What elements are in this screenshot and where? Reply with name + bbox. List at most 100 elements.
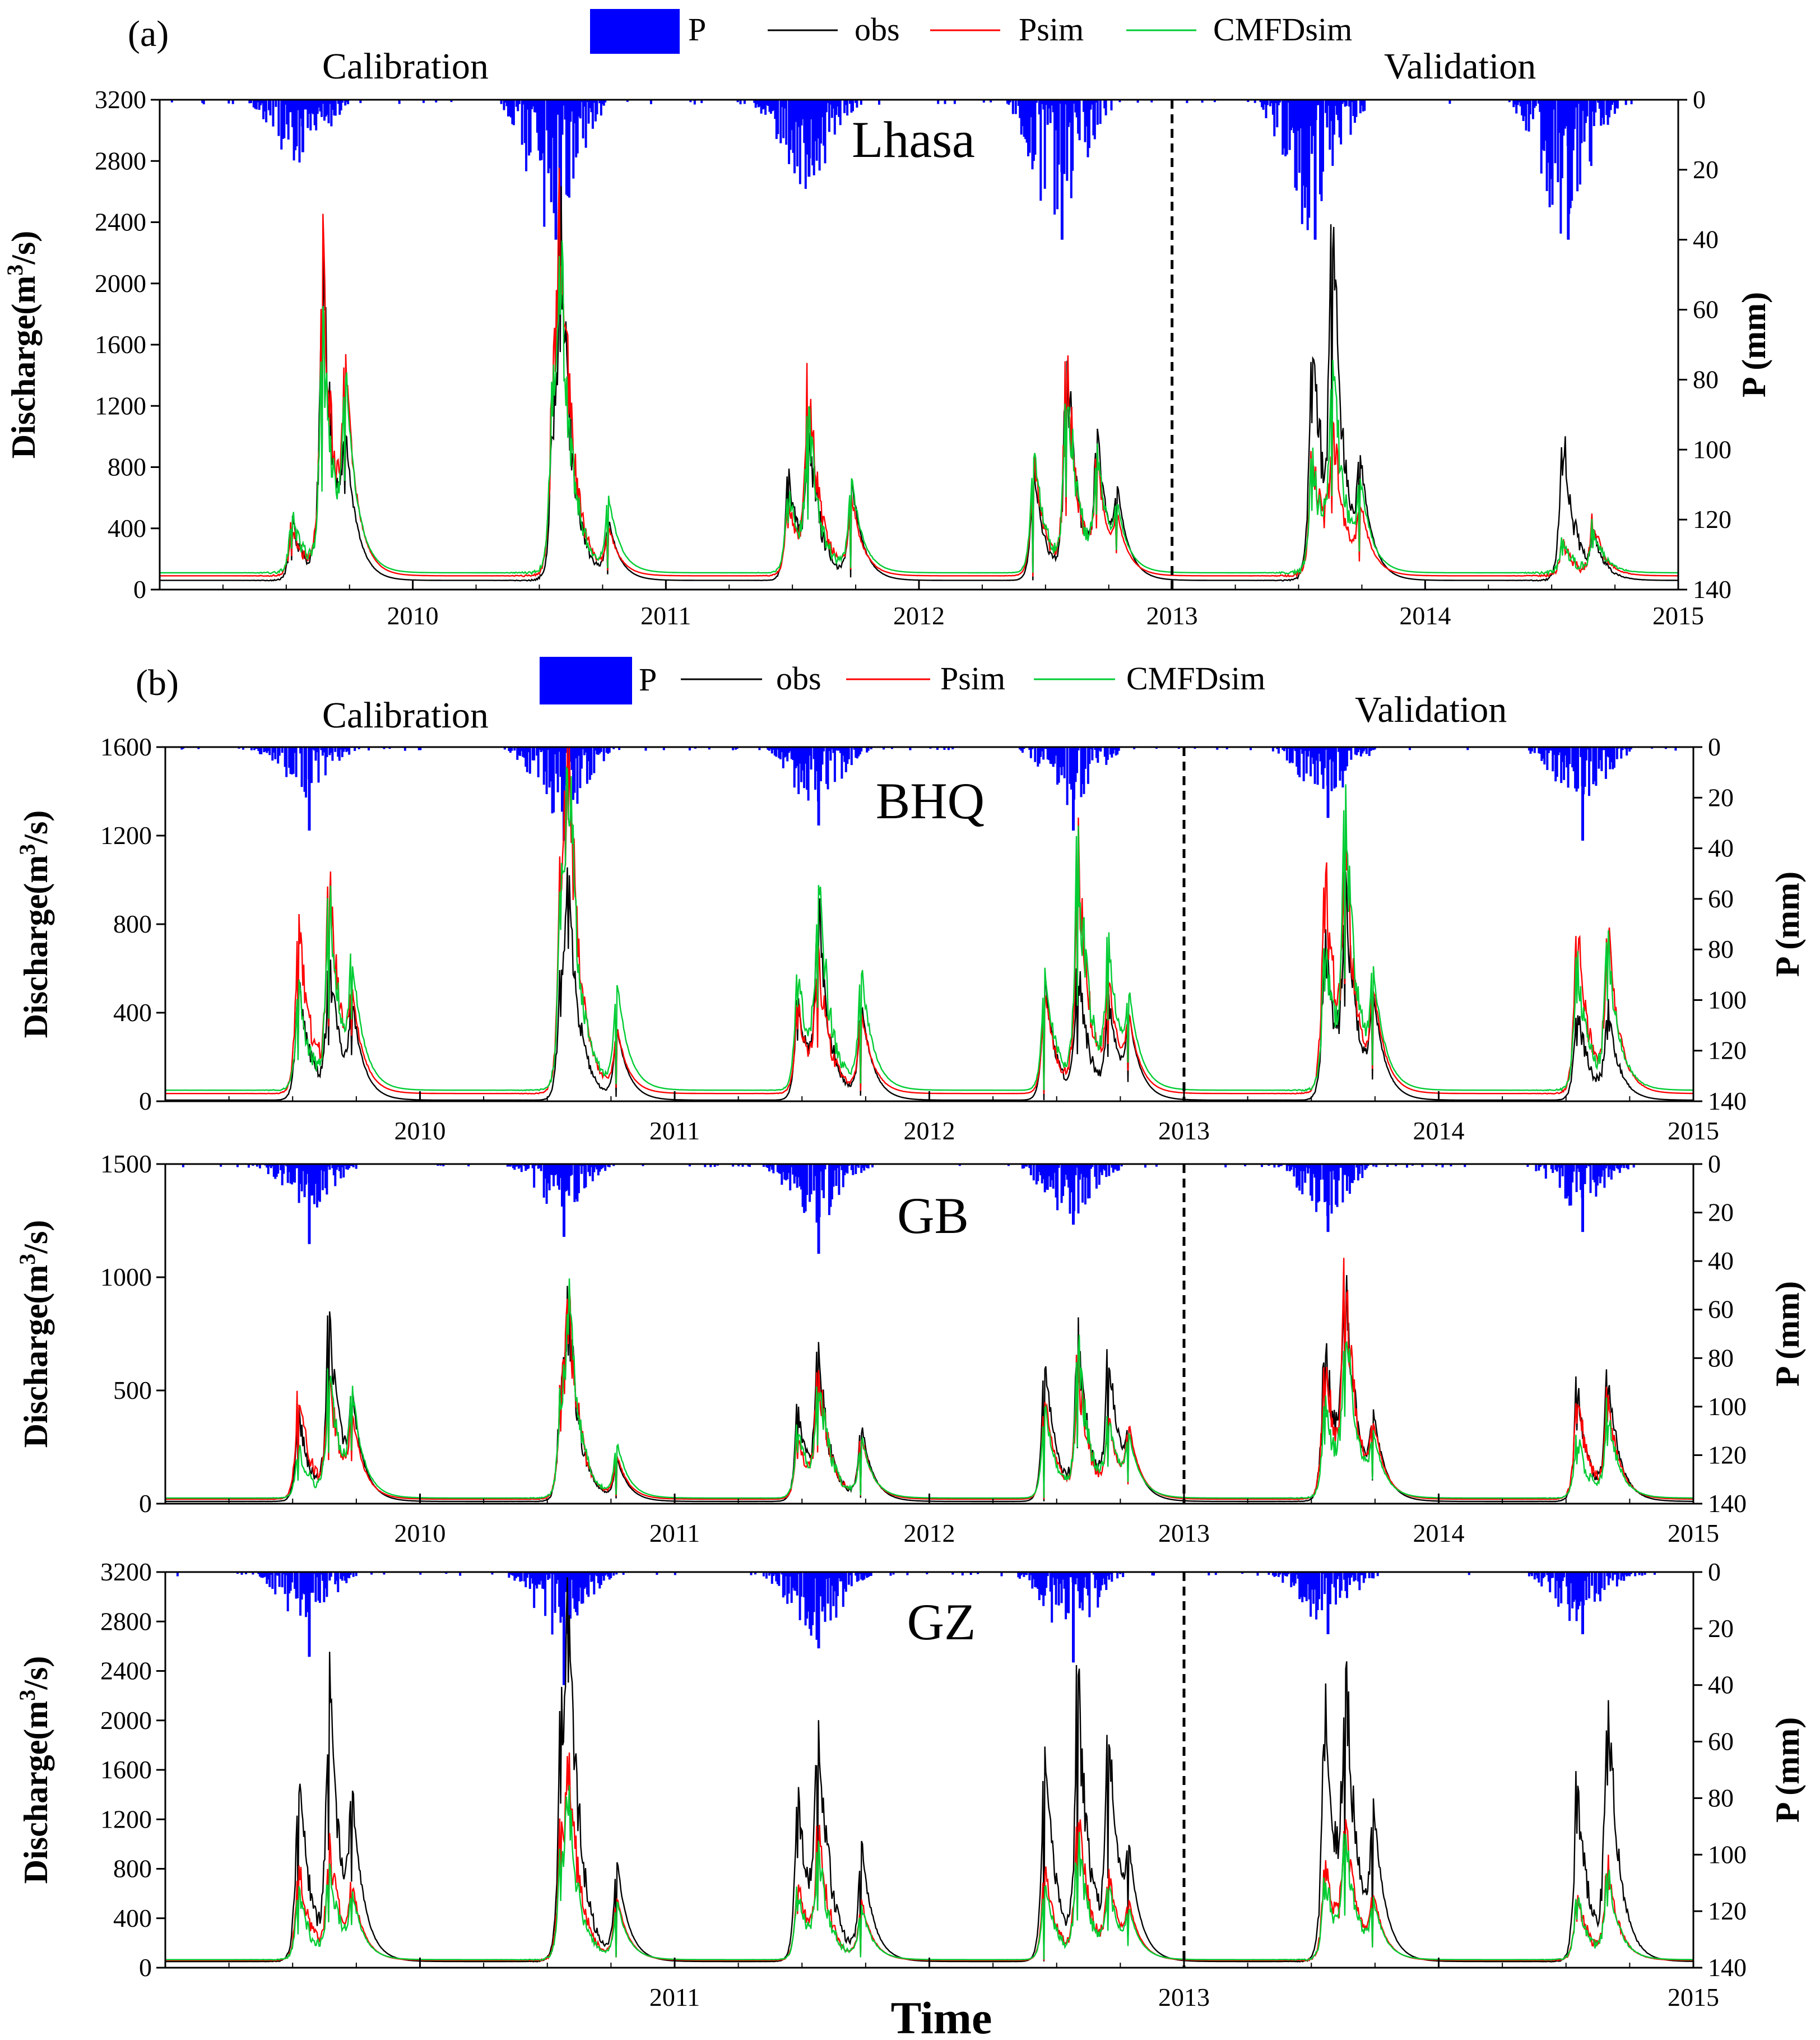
precip-bar xyxy=(832,747,835,753)
precip-bar xyxy=(1030,100,1032,118)
precip-bar xyxy=(1550,1572,1553,1578)
precip-bar xyxy=(257,100,259,103)
precip-bar xyxy=(1571,747,1574,768)
precip-bar xyxy=(818,100,821,171)
precip-bar xyxy=(1271,100,1274,115)
precip-bar xyxy=(253,747,256,750)
precip-bar xyxy=(533,1164,536,1188)
precip-bar xyxy=(823,100,825,146)
precip-bar xyxy=(783,747,786,758)
precip-bar xyxy=(743,100,746,104)
precip-bar xyxy=(331,747,334,761)
precip-bar xyxy=(1051,1572,1053,1623)
precip-bar xyxy=(593,1164,596,1172)
y2-tick-label: 120 xyxy=(1708,1036,1747,1065)
precip-bar xyxy=(569,747,572,762)
precip-bar xyxy=(450,100,453,103)
precip-bar xyxy=(573,747,576,793)
precip-bar xyxy=(1556,1164,1558,1172)
precip-bar xyxy=(1041,100,1043,104)
precip-bar xyxy=(1021,1572,1024,1574)
precip-bar xyxy=(1508,100,1511,103)
precip-bar xyxy=(772,1164,775,1174)
precip-bar xyxy=(1521,100,1524,115)
precip-bar xyxy=(1284,1572,1287,1577)
precip-bar xyxy=(838,1164,841,1195)
precip-bar xyxy=(1310,747,1312,777)
precip-bar xyxy=(1084,100,1087,142)
precip-bar xyxy=(1343,100,1345,103)
precip-bar xyxy=(526,1572,528,1578)
precip-bar xyxy=(1296,747,1298,767)
precip-bar xyxy=(839,747,842,753)
precip-bar xyxy=(1575,1164,1578,1192)
precip-bar xyxy=(524,1164,527,1171)
precip-bar xyxy=(1057,100,1060,165)
precip-bar xyxy=(795,1164,797,1177)
precip-bar xyxy=(843,1572,846,1589)
precip-bar xyxy=(1554,1164,1557,1170)
precip-bar xyxy=(1345,100,1348,106)
precip-bar xyxy=(1081,1572,1084,1611)
precip-bar xyxy=(252,100,255,108)
precip-bar xyxy=(550,747,552,782)
precip-bar xyxy=(790,1572,793,1603)
y2-tick-label: 100 xyxy=(1708,985,1747,1014)
precip-bar xyxy=(760,100,763,114)
precip-bar xyxy=(1561,747,1564,762)
precip-bar xyxy=(1354,1572,1357,1580)
precip-bar xyxy=(1046,1572,1049,1577)
precip-bar xyxy=(258,100,261,110)
precip-bar xyxy=(1290,1164,1293,1170)
precip-bar xyxy=(593,747,596,773)
precip-bar xyxy=(836,1164,839,1169)
precip-bar xyxy=(1053,1164,1056,1173)
precip-bar xyxy=(541,747,544,751)
precip-bar xyxy=(1051,100,1053,106)
precip-bar xyxy=(580,1572,583,1604)
precip-bar xyxy=(835,1572,838,1618)
x-tick-label: 2010 xyxy=(387,601,439,630)
precip-bar xyxy=(1035,1572,1038,1588)
precip-bar xyxy=(264,747,267,752)
precip-bar xyxy=(1332,1164,1334,1171)
precip-bar xyxy=(1038,1164,1041,1172)
precip-bar xyxy=(811,1572,814,1625)
precip-bar xyxy=(383,1572,386,1575)
precip-bar xyxy=(1317,100,1320,105)
precip-bar xyxy=(773,1572,776,1575)
precip-bar xyxy=(1084,1572,1087,1578)
precip-bar xyxy=(594,100,597,122)
precip-bar xyxy=(598,1164,601,1172)
precip-bar xyxy=(1311,100,1313,154)
precip-bar xyxy=(1116,1572,1119,1579)
precip-bar xyxy=(1535,1164,1538,1171)
precip-bar xyxy=(512,100,515,126)
precip-bar xyxy=(1568,747,1571,764)
precip-bar xyxy=(1084,747,1087,769)
precip-bar xyxy=(1448,100,1451,104)
precip-bar xyxy=(839,1572,842,1582)
precip-bar xyxy=(1048,1164,1051,1176)
precip-bar xyxy=(1023,1164,1025,1169)
precip-bar xyxy=(348,1164,351,1169)
precip-bar xyxy=(335,1164,338,1170)
x-axis-title: Time xyxy=(891,1992,992,2040)
precip-bar xyxy=(775,1572,778,1582)
precip-bar xyxy=(354,747,356,751)
precip-bar xyxy=(749,1164,751,1167)
precip-bar xyxy=(583,1164,586,1189)
precip-bar xyxy=(334,100,337,116)
precip-bar xyxy=(688,747,691,750)
precip-bar xyxy=(1583,100,1586,142)
precip-bar xyxy=(838,1572,841,1579)
precip-bar xyxy=(1592,100,1595,126)
precip-bar xyxy=(559,1164,562,1178)
precip-bar xyxy=(1626,1572,1628,1577)
precip-bar xyxy=(610,1572,612,1578)
precip-bar xyxy=(1291,1164,1294,1167)
precip-bar xyxy=(1316,100,1319,105)
precip-bar xyxy=(318,100,321,108)
precip-bar xyxy=(1526,1164,1529,1167)
precip-bar xyxy=(565,100,568,195)
